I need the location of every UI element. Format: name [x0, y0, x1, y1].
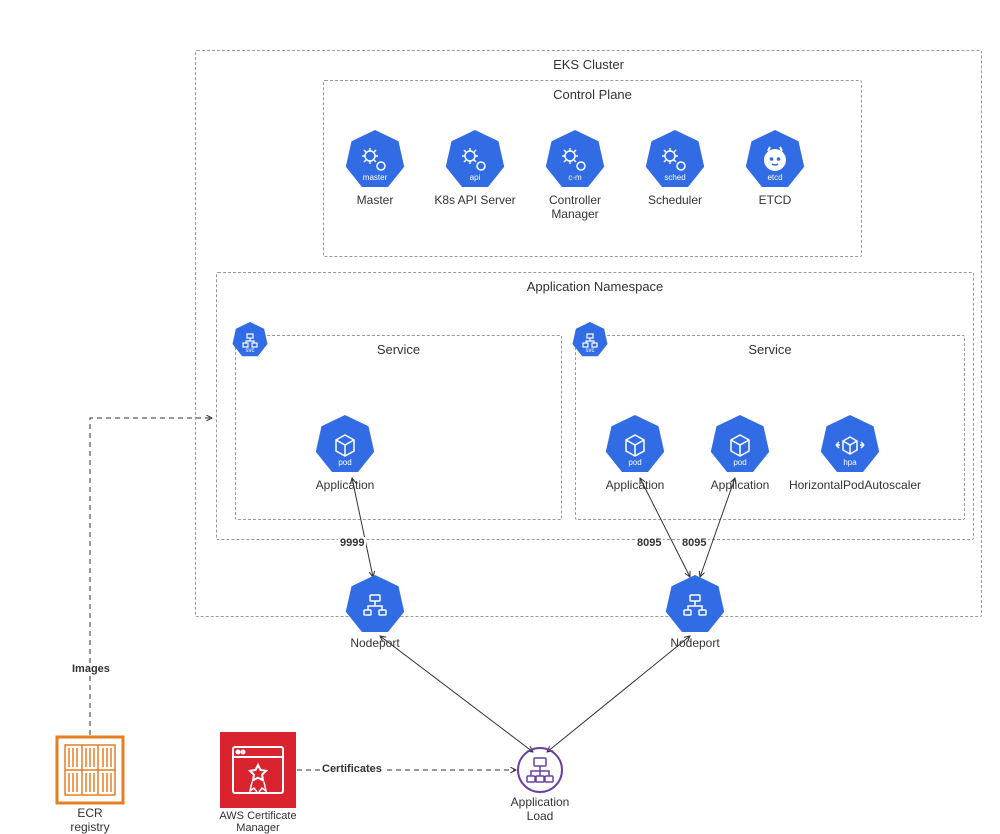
edge-label-8095-a: 8095 [635, 537, 663, 549]
hpa-label: HorizontalPodAutoscaler [780, 478, 930, 492]
edge-label-certificates: Certificates [320, 763, 384, 775]
edge-alb-nodeport2 [547, 636, 690, 752]
edge-label-9999: 9999 [338, 537, 366, 549]
master-label: Master [325, 193, 425, 207]
edge-ecr-to-eks [90, 418, 212, 735]
scheduler-label: Scheduler [625, 193, 725, 207]
pod-3-label: Application [690, 478, 790, 492]
eks-cluster-title: EKS Cluster [196, 57, 981, 72]
pod-2-label: Application [585, 478, 685, 492]
service-2-box: Service [575, 335, 965, 520]
ecr-icon [57, 737, 123, 803]
edge-label-8095-b: 8095 [680, 537, 708, 549]
application-namespace-title: Application Namespace [217, 279, 973, 294]
nodeport-1-label: Nodeport [325, 636, 425, 650]
nodeport-2-label: Nodeport [645, 636, 745, 650]
edge-label-images: Images [70, 663, 112, 675]
pod-1-label: Application [295, 478, 395, 492]
etcd-label: ETCD [725, 193, 825, 207]
controller-manager-label: Controller Manager [525, 193, 625, 221]
service-1-title: Service [236, 342, 561, 357]
control-plane-box: Control Plane [323, 80, 862, 257]
edge-alb-nodeport1 [380, 636, 533, 752]
control-plane-title: Control Plane [324, 87, 861, 102]
alb-label: Application Load [490, 795, 590, 823]
acm-icon [220, 732, 296, 808]
ecr-label: ECR registry [40, 806, 140, 834]
alb-icon [518, 748, 562, 792]
acm-label: AWS Certificate Manager [208, 810, 308, 834]
service-2-title: Service [576, 342, 964, 357]
service-1-box: Service [235, 335, 562, 520]
api-server-label: K8s API Server [425, 193, 525, 207]
